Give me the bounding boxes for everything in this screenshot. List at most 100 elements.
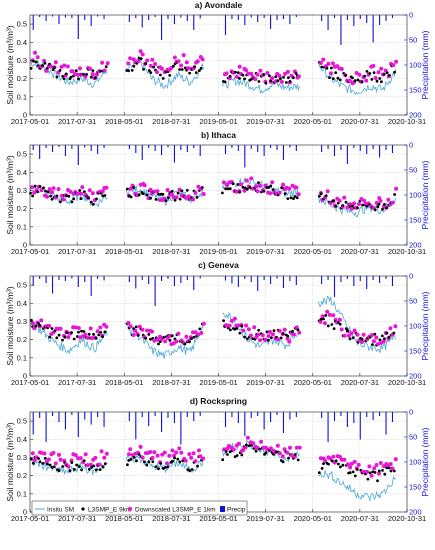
l3smap-point — [371, 343, 374, 346]
l3smap-point — [70, 461, 74, 464]
l3smap-point — [158, 340, 162, 343]
chart-title: a) Avondale — [195, 0, 243, 10]
downscaled-point — [224, 323, 229, 328]
downscaled-point — [323, 458, 327, 463]
l3smap-point — [149, 196, 152, 200]
y-tick-label: 0.2 — [17, 471, 27, 480]
l3smap-point — [262, 189, 266, 193]
y-tick-label: 0.5 — [17, 281, 27, 290]
downscaled-point — [169, 66, 174, 70]
l3smap-point — [200, 186, 204, 189]
downscaled-point — [58, 457, 63, 462]
downscaled-point — [183, 458, 188, 463]
l3smap-point — [257, 181, 260, 185]
downscaled-point — [174, 195, 179, 200]
downscaled-point — [342, 333, 347, 338]
downscaled-point — [367, 464, 372, 469]
x-tick-label: 2018-05-01 — [105, 378, 143, 387]
l3smap-point — [50, 327, 54, 330]
l3smap-point — [55, 75, 59, 79]
downscaled-point — [126, 452, 131, 457]
downscaled-point — [53, 461, 58, 466]
l3smap-point — [257, 328, 260, 332]
y2-tick-label: 0 — [409, 141, 413, 150]
y2-tick-label: 100 — [409, 458, 422, 467]
downscaled-point — [152, 189, 157, 194]
l3smap-point — [188, 469, 192, 473]
l3smap-point — [245, 443, 248, 447]
x-tick-label: 2018-05-01 — [105, 117, 143, 126]
l3smap-point — [68, 469, 72, 473]
downscaled-point — [376, 342, 381, 346]
l3smap-point — [332, 199, 335, 203]
y2-tick-label: 200 — [409, 241, 422, 250]
downscaled-point — [337, 317, 342, 322]
l3smap-point — [377, 202, 381, 206]
l3smap-point — [72, 197, 76, 201]
l3smap-point — [157, 467, 160, 471]
downscaled-point — [221, 180, 226, 185]
l3smap-point — [77, 465, 81, 468]
downscaled-point — [374, 335, 379, 340]
l3smap-point — [286, 334, 290, 338]
downscaled-point — [193, 190, 198, 195]
l3smap-point — [137, 56, 141, 60]
l3smap-point — [127, 459, 131, 462]
downscaled-point — [33, 50, 37, 55]
downscaled-point — [30, 451, 35, 456]
downscaled-point — [321, 57, 326, 62]
insitu-line — [125, 185, 204, 206]
downscaled-point — [390, 466, 395, 471]
l3smap-point — [272, 329, 276, 332]
downscaled-point — [270, 180, 275, 185]
y2-tick-label: 200 — [409, 372, 422, 381]
downscaled-point — [104, 451, 109, 456]
l3smap-point — [373, 471, 377, 474]
downscaled-point — [165, 461, 169, 466]
downscaled-point — [162, 450, 167, 455]
downscaled-point — [285, 69, 290, 74]
l3smap-point — [363, 74, 367, 78]
l3smap-point — [58, 69, 62, 72]
downscaled-point — [198, 454, 203, 459]
l3smap-point — [320, 467, 324, 470]
downscaled-point — [394, 59, 399, 64]
downscaled-point — [98, 325, 103, 330]
l3smap-point — [197, 69, 201, 72]
l3smap-point — [385, 71, 389, 75]
l3smap-point — [92, 464, 96, 468]
l3smap-point — [221, 191, 224, 195]
y-axis-label: Soil moisture (m³/m³) — [5, 286, 15, 366]
l3smap-point — [385, 206, 389, 210]
downscaled-point — [252, 325, 257, 330]
downscaled-point — [246, 327, 251, 332]
x-tick-label: 2019-05-01 — [199, 514, 237, 523]
downscaled-point — [165, 188, 170, 192]
l3smap-point — [41, 462, 45, 465]
downscaled-point — [136, 59, 141, 64]
y2-axis-label: Precipitation (mm) — [420, 291, 430, 360]
x-tick-label: 2017-05-01 — [11, 514, 49, 523]
l3smap-point — [178, 68, 182, 71]
downscaled-point — [102, 455, 107, 460]
downscaled-point — [229, 318, 234, 323]
y2-tick-label: 150 — [409, 483, 422, 492]
downscaled-point — [277, 451, 282, 456]
l3smap-point — [157, 192, 160, 196]
downscaled-point — [201, 192, 206, 196]
downscaled-point — [39, 450, 44, 455]
y2-tick-label: 50 — [409, 166, 417, 175]
insitu-line — [221, 76, 300, 95]
l3smap-point — [276, 79, 280, 83]
y-tick-label: 0.5 — [17, 417, 27, 426]
l3smap-point — [171, 459, 174, 463]
l3smap-point — [376, 479, 379, 483]
downscaled-point — [346, 333, 351, 338]
l3smap-point — [289, 196, 293, 200]
l3smap-point — [55, 194, 59, 198]
downscaled-point — [148, 63, 153, 68]
l3smap-point — [90, 465, 94, 469]
l3smap-point — [132, 186, 136, 189]
y-tick-label: 0.1 — [17, 222, 27, 231]
l3smap-point — [104, 65, 108, 68]
